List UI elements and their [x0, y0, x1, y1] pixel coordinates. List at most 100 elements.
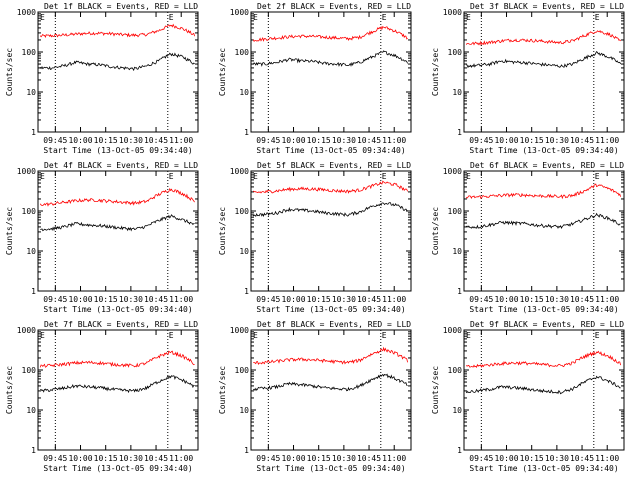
x-tick-label: 11:00: [595, 136, 619, 145]
y-tick-label: 1: [244, 446, 249, 455]
y-tick-label: 100: [235, 366, 250, 375]
events-series-line: [466, 212, 621, 229]
panel-det-3f: Det 3f BLACK = Events, RED = LLD 1 10 100 10…: [431, 2, 625, 155]
y-axis-label: Counts/sec: [218, 366, 227, 414]
events-series-line: [252, 50, 408, 67]
x-tick-label: 10:00: [281, 295, 305, 304]
y-tick-label: 1: [457, 446, 462, 455]
x-tick-label: 10:30: [545, 454, 569, 463]
x-tick-label: 11:00: [169, 295, 193, 304]
y-axis-label: Counts/sec: [5, 48, 14, 96]
x-tick-label: 10:15: [307, 295, 331, 304]
panel-det-9f: Det 9f BLACK = Events, RED = LLD 1 10 100 10…: [431, 320, 625, 473]
plot-frame: [37, 170, 199, 292]
y-axis-label: Counts/sec: [218, 207, 227, 255]
y-tick-label: 1: [244, 128, 249, 137]
x-tick-label: 10:00: [68, 295, 92, 304]
x-tick-label: 10:00: [281, 454, 305, 463]
x-tick-label: 10:15: [520, 295, 544, 304]
x-tick-label: 09:45: [256, 136, 280, 145]
y-axis-label: Counts/sec: [5, 207, 14, 255]
y-tick-label: 1000: [443, 167, 462, 176]
lld-series-line: [252, 25, 408, 42]
y-tick-label: 1: [31, 287, 36, 296]
lld-series-line: [253, 180, 408, 194]
corner-marker: E: [595, 13, 600, 22]
x-tick-label: 10:45: [357, 136, 381, 145]
x-tick-label: 10:45: [570, 295, 594, 304]
x-tick-label: 09:45: [469, 454, 493, 463]
y-tick-label: 1: [31, 128, 36, 137]
y-tick-label: 1000: [17, 326, 36, 335]
x-tick-label: 10:00: [68, 136, 92, 145]
panel-det-1f: Det 1f BLACK = Events, RED = LLD 1 10 100 10…: [5, 2, 199, 155]
x-tick-label: 09:45: [43, 295, 67, 304]
x-tick-label: 10:30: [545, 136, 569, 145]
lld-series-line: [39, 187, 195, 207]
x-tick-label: 10:00: [68, 454, 92, 463]
y-axis-label: Counts/sec: [5, 366, 14, 414]
x-tick-label: 10:45: [357, 295, 381, 304]
panel-title: Det 5f BLACK = Events, RED = LLD: [257, 161, 411, 170]
y-tick-label: 100: [448, 366, 463, 375]
plot-frame: [463, 170, 625, 292]
corner-marker: E: [382, 172, 387, 181]
panel-title: Det 2f BLACK = Events, RED = LLD: [257, 2, 411, 11]
corner-marker: E: [253, 13, 258, 22]
x-tick-label: 10:45: [570, 136, 594, 145]
x-tick-label: 10:00: [281, 136, 305, 145]
panel-title: Det 3f BLACK = Events, RED = LLD: [470, 2, 624, 11]
y-tick-label: 100: [22, 207, 37, 216]
y-axis-label: Counts/sec: [218, 48, 227, 96]
corner-marker: E: [40, 172, 45, 181]
plot-frame: [250, 329, 412, 451]
corner-marker: E: [169, 172, 174, 181]
y-tick-label: 10: [452, 88, 462, 97]
corner-marker: E: [169, 13, 174, 22]
x-tick-label: 10:30: [332, 454, 356, 463]
panel-det-7f: Det 7f BLACK = Events, RED = LLD 1 10 100 10…: [5, 320, 199, 473]
x-tick-label: 10:45: [144, 295, 168, 304]
corner-marker: E: [40, 13, 45, 22]
y-tick-label: 1000: [17, 8, 36, 17]
plot-frame: [463, 329, 625, 451]
panel-det-2f: Det 2f BLACK = Events, RED = LLD 1 10 100 10…: [218, 2, 412, 155]
events-series-line: [40, 375, 195, 394]
lld-series-line: [465, 350, 621, 369]
plot-frame: [250, 170, 412, 292]
events-series-line: [465, 375, 621, 395]
panel-title: Det 9f BLACK = Events, RED = LLD: [470, 320, 624, 329]
y-tick-label: 1000: [443, 8, 462, 17]
events-series-line: [39, 52, 195, 72]
y-tick-label: 10: [239, 406, 249, 415]
y-tick-label: 100: [235, 48, 250, 57]
panel-title: Det 1f BLACK = Events, RED = LLD: [44, 2, 198, 11]
x-tick-label: 10:30: [119, 136, 143, 145]
x-tick-label: 10:00: [494, 295, 518, 304]
panel-det-8f: Det 8f BLACK = Events, RED = LLD 1 10 100 10…: [218, 320, 412, 473]
x-tick-label: 10:30: [545, 295, 569, 304]
x-tick-label: 10:30: [332, 295, 356, 304]
x-axis-label: Start Time (13-Oct-05 09:34:40): [469, 146, 618, 155]
y-tick-label: 100: [235, 207, 250, 216]
x-tick-label: 09:45: [256, 295, 280, 304]
y-tick-label: 1000: [17, 167, 36, 176]
events-series-line: [40, 214, 195, 232]
x-axis-label: Start Time (13-Oct-05 09:34:40): [43, 464, 192, 473]
x-tick-label: 09:45: [469, 295, 493, 304]
x-tick-label: 10:15: [520, 454, 544, 463]
y-tick-label: 100: [448, 207, 463, 216]
y-tick-label: 10: [239, 88, 249, 97]
x-tick-label: 11:00: [382, 136, 406, 145]
panel-title: Det 6f BLACK = Events, RED = LLD: [470, 161, 624, 170]
events-series-line: [252, 202, 408, 218]
x-tick-label: 10:30: [119, 295, 143, 304]
y-axis-label: Counts/sec: [431, 48, 440, 96]
y-tick-label: 100: [22, 48, 37, 57]
panel-title: Det 7f BLACK = Events, RED = LLD: [44, 320, 198, 329]
x-tick-label: 09:45: [43, 136, 67, 145]
panel-det-5f: Det 5f BLACK = Events, RED = LLD 1 10 100 10…: [218, 161, 412, 314]
x-tick-label: 10:00: [494, 454, 518, 463]
x-tick-label: 10:15: [94, 454, 118, 463]
